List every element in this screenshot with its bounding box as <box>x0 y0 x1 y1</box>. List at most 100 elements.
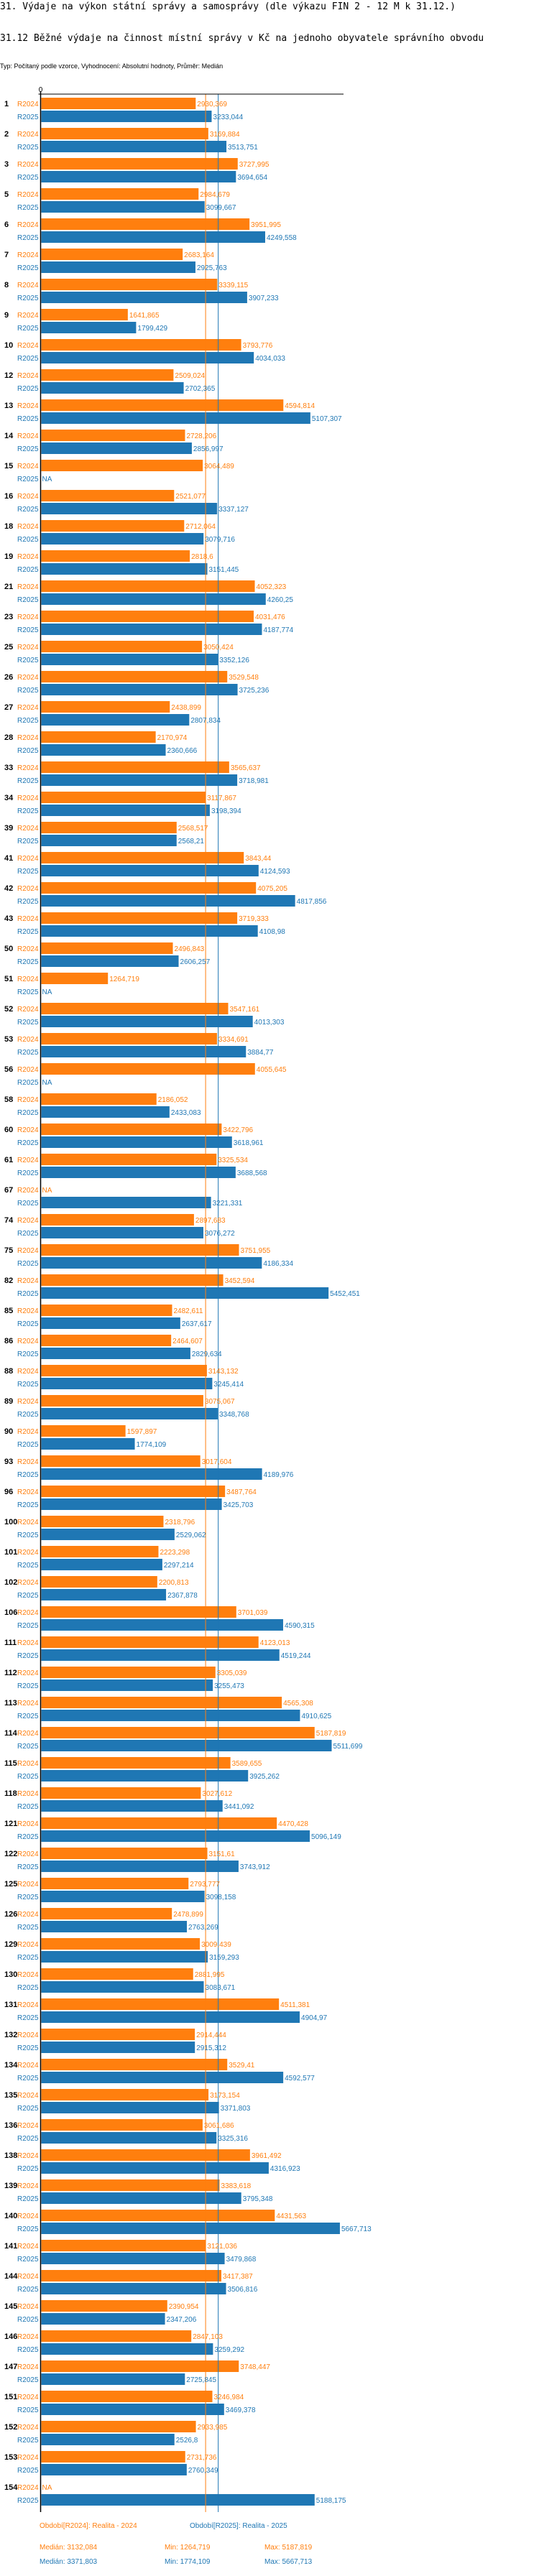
category-label: 88 <box>4 1367 13 1376</box>
data-label: 4189,976 <box>264 1471 294 1479</box>
bar-r2025 <box>41 1619 283 1631</box>
data-label: 2925,763 <box>197 264 227 272</box>
category-label: 132 <box>4 2031 17 2039</box>
category-group: 122 R2024 R2025 <box>4 1848 239 1872</box>
category-group: 67 R2024 R2025 <box>4 1186 211 1208</box>
bar-r2024 <box>41 550 190 562</box>
data-label: 2683,164 <box>184 251 214 259</box>
bar-r2024 <box>41 731 156 743</box>
data-label: 3925,262 <box>249 1773 280 1781</box>
series-label: R2025 <box>17 113 39 121</box>
bar-r2025 <box>41 1740 332 1751</box>
series-label: R2025 <box>17 1984 39 1992</box>
category-label: 61 <box>4 1156 13 1164</box>
data-label: NA <box>42 988 52 996</box>
data-label: 3061,686 <box>204 2122 234 2130</box>
data-label: 2731,736 <box>187 2454 217 2462</box>
bar-r2024 <box>41 822 177 833</box>
bar-r2025 <box>41 1287 329 1299</box>
data-label: 3565,637 <box>231 764 261 772</box>
data-label: 2509,024 <box>175 372 205 380</box>
bar-r2024 <box>41 882 257 894</box>
bar-r2024 <box>41 1033 217 1044</box>
bar-r2024 <box>41 580 255 592</box>
bar-r2025 <box>41 2223 340 2234</box>
bar-r2024 <box>41 2421 196 2432</box>
data-label: 3843,44 <box>245 855 272 863</box>
series-label: R2025 <box>17 1954 39 1962</box>
category-label: 154 <box>4 2483 18 2492</box>
category-group: 58 R2024 R2025 <box>4 1093 170 1118</box>
data-label: 3743,912 <box>240 1863 270 1871</box>
bar-r2025 <box>41 1498 222 1510</box>
category-group: 19 R2024 R2025 <box>4 550 208 575</box>
data-label: 3083,671 <box>206 1984 236 1992</box>
bar-r2024 <box>41 430 185 441</box>
category-label: 118 <box>4 1789 17 1798</box>
bar-r2024 <box>41 1998 280 2010</box>
data-label: 3469,378 <box>226 2406 256 2414</box>
series-label: R2024 <box>17 2394 39 2401</box>
series-label: R2024 <box>17 2303 39 2311</box>
category-group: 60 R2024 R2025 <box>4 1123 232 1148</box>
category-group: 25 R2024 R2025 <box>4 641 218 665</box>
category-group: 89 R2024 R2025 <box>4 1395 218 1419</box>
data-label: 4052,323 <box>257 583 287 591</box>
data-label: 3221,331 <box>213 1200 243 1208</box>
bar-r2024 <box>41 1636 259 1648</box>
data-label: 3198,394 <box>211 807 241 815</box>
data-label: 4123,013 <box>260 1639 290 1647</box>
bar-r2025 <box>41 141 227 152</box>
data-label: 2347,206 <box>167 2316 197 2324</box>
category-label: 113 <box>4 1699 17 1708</box>
series-label: R2024 <box>17 1639 39 1647</box>
data-label: NA <box>42 1079 52 1087</box>
category-label: 129 <box>4 1940 17 1949</box>
bar-r2025 <box>41 1378 213 1389</box>
category-label: 130 <box>4 1970 17 1979</box>
series-label: R2024 <box>17 1790 39 1798</box>
series-label: R2025 <box>17 1743 39 1751</box>
data-label: 2712,064 <box>185 523 216 531</box>
data-label: 3371,803 <box>221 2105 251 2113</box>
category-label: 147 <box>4 2363 17 2371</box>
category-group: 16 R2024 R2025 <box>4 490 218 514</box>
series-label: R2024 <box>17 855 39 863</box>
category-label: 58 <box>4 1095 13 1104</box>
series-label: R2025 <box>17 1381 39 1389</box>
bar-r2024 <box>41 128 208 139</box>
bar-r2024 <box>41 218 250 230</box>
bar-r2024 <box>41 2149 250 2161</box>
data-label: 3417,387 <box>223 2273 253 2281</box>
series-label: R2024 <box>17 2001 39 2009</box>
bar-r2024 <box>41 1455 201 1467</box>
category-group: 151 R2024 R2025 <box>4 2391 224 2415</box>
data-label: 2763,269 <box>188 1924 218 1932</box>
bar-r2024 <box>41 1274 224 1286</box>
category-label: 19 <box>4 552 13 561</box>
series-label: R2024 <box>17 402 39 410</box>
category-label: 7 <box>4 251 9 259</box>
category-label: 39 <box>4 824 13 833</box>
category-label: 114 <box>4 1729 18 1738</box>
category-group: 93 R2024 R2025 <box>4 1455 262 1480</box>
bar-r2024 <box>41 98 196 109</box>
category-label: 67 <box>4 1186 13 1195</box>
data-label: 3751,955 <box>241 1247 271 1255</box>
series-label: R2025 <box>17 687 39 695</box>
series-label: R2024 <box>17 1036 39 1044</box>
series-label: R2024 <box>17 131 39 139</box>
data-label: 3117,867 <box>207 794 236 802</box>
category-group: 33 R2024 R2025 <box>4 761 238 786</box>
category-group: 56 R2024 R2025 <box>4 1063 255 1087</box>
category-label: 41 <box>4 854 13 863</box>
category-group: 21 R2024 R2025 <box>4 580 266 605</box>
series-label: R2025 <box>17 1562 39 1570</box>
category-group: 147 R2024 R2025 <box>4 2360 239 2385</box>
series-label: R2025 <box>17 2467 39 2475</box>
series-label: R2025 <box>17 1049 39 1057</box>
data-label: 4470,428 <box>278 1820 308 1828</box>
data-label: 3452,594 <box>225 1277 255 1285</box>
category-group: 26 R2024 R2025 <box>4 671 238 695</box>
min-r2024: Min: 1264,719 <box>165 2544 211 2552</box>
